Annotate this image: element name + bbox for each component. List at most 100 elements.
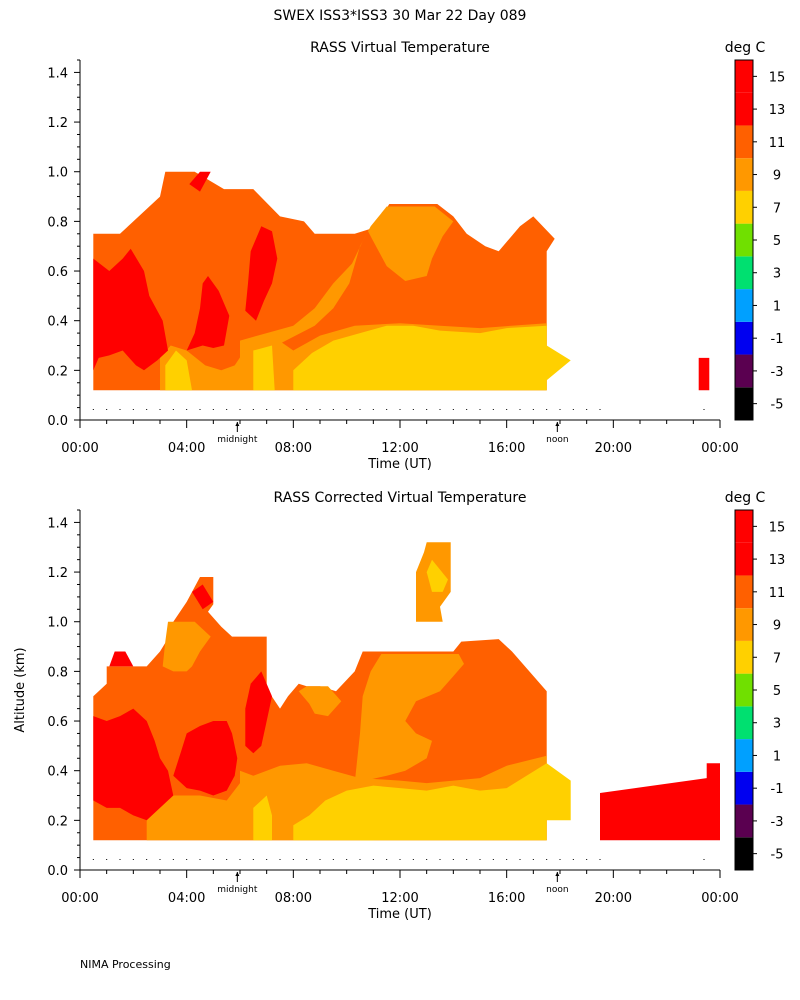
time-marker-arrow	[555, 872, 560, 876]
sample-dot	[106, 409, 108, 410]
colorbar-swatch	[735, 387, 753, 420]
colorbar-swatch	[735, 92, 753, 126]
time-marker-arrow	[235, 872, 240, 876]
y-tick-label: 0.0	[47, 864, 68, 879]
y-tick-label: 0.2	[47, 814, 68, 829]
colorbar-tick-label: 11	[769, 136, 786, 151]
sample-dot	[412, 859, 414, 860]
y-tick-label: 0.2	[47, 364, 68, 379]
sample-dot	[332, 859, 334, 860]
sample-dot	[439, 859, 441, 860]
contour-region	[93, 708, 174, 821]
colorbar-swatch	[735, 125, 753, 159]
colorbar-swatch	[735, 706, 753, 740]
colorbar-swatch	[735, 190, 753, 224]
x-tick-label: 20:00	[595, 891, 632, 906]
y-tick-label: 0.0	[47, 414, 68, 429]
sample-dot	[452, 859, 454, 860]
colorbar-tick-label: 3	[773, 267, 781, 282]
contour-region	[240, 206, 454, 391]
contour-region	[354, 654, 464, 784]
x-tick-label: 12:00	[381, 891, 418, 906]
y-tick-label: 0.4	[47, 315, 68, 330]
sample-dot	[266, 409, 268, 410]
contour-region	[253, 345, 275, 391]
sample-dot	[519, 859, 521, 860]
colorbar-swatch	[735, 223, 753, 257]
colorbar-tick-label: 7	[773, 651, 781, 666]
sample-dot	[439, 409, 441, 410]
y-tick-label: 1.4	[47, 516, 68, 531]
time-marker-label: midnight	[217, 885, 258, 895]
sample-dot	[159, 859, 161, 860]
sample-dot	[146, 409, 148, 410]
sample-dot	[119, 859, 121, 860]
colorbar-swatch	[735, 837, 753, 870]
sample-dot	[319, 859, 321, 860]
sample-dot	[306, 859, 308, 860]
x-tick-label: 00:00	[701, 441, 738, 456]
contour-region	[698, 357, 710, 391]
sample-dot	[146, 859, 148, 860]
y-tick-label: 1.2	[47, 116, 68, 131]
sample-dot	[359, 409, 361, 410]
sample-dot	[599, 409, 601, 410]
time-marker-arrow	[555, 422, 560, 426]
sample-dot	[479, 859, 481, 860]
sample-dot	[506, 859, 508, 860]
sample-dot	[599, 859, 601, 860]
contour-region	[109, 651, 134, 667]
sample-dot	[319, 409, 321, 410]
sample-dot	[186, 409, 188, 410]
sample-dot	[559, 859, 561, 860]
contour-region	[360, 825, 374, 841]
contour-region	[186, 276, 230, 351]
sample-dot	[372, 859, 374, 860]
colorbar-tick-label: 15	[769, 70, 786, 85]
sample-dot	[199, 409, 201, 410]
colorbar-swatch	[735, 673, 753, 707]
sample-dot	[132, 409, 134, 410]
sample-dot	[492, 409, 494, 410]
colorbar-tick-label: 13	[769, 103, 786, 118]
y-tick-label: 1.2	[47, 566, 68, 581]
colorbar-tick-label: 13	[769, 553, 786, 568]
y-tick-label: 1.0	[47, 166, 68, 181]
sample-dot	[399, 409, 401, 410]
sample-dot	[346, 409, 348, 410]
colorbar-swatch	[735, 256, 753, 290]
colorbar-tick-label: 15	[769, 520, 786, 535]
sample-dot	[292, 859, 294, 860]
page-title: SWEX ISS3*ISS3 30 Mar 22 Day 089	[274, 8, 527, 24]
sample-dot	[212, 409, 214, 410]
colorbar-tick-label: -3	[771, 365, 784, 380]
sample-dot	[279, 409, 281, 410]
sample-dot	[466, 859, 468, 860]
sample-dot	[92, 409, 94, 410]
sample-dot	[172, 859, 174, 860]
colorbar-tick-label: -5	[771, 848, 784, 863]
sample-dot	[132, 859, 134, 860]
colorbar-tick-label: 5	[773, 684, 781, 699]
x-tick-label: 00:00	[701, 891, 738, 906]
sample-dot	[306, 409, 308, 410]
x-tick-label: 16:00	[488, 891, 525, 906]
sample-dot	[506, 409, 508, 410]
y-axis-label: Altitude (km)	[13, 647, 28, 732]
y-tick-label: 0.6	[47, 265, 68, 280]
sample-dot	[386, 409, 388, 410]
x-axis-label: Time (UT)	[367, 907, 432, 922]
time-marker-label: noon	[546, 885, 568, 895]
x-tick-label: 16:00	[488, 441, 525, 456]
colorbar-tick-label: 11	[769, 586, 786, 601]
colorbar-swatch	[735, 608, 753, 641]
sample-dot	[266, 859, 268, 860]
contour-region	[192, 584, 214, 610]
contour-region	[245, 671, 272, 754]
sample-dot	[239, 859, 241, 860]
sample-dot	[252, 859, 254, 860]
sample-dot	[703, 859, 705, 860]
sample-dot	[292, 409, 294, 410]
sample-dot	[479, 409, 481, 410]
